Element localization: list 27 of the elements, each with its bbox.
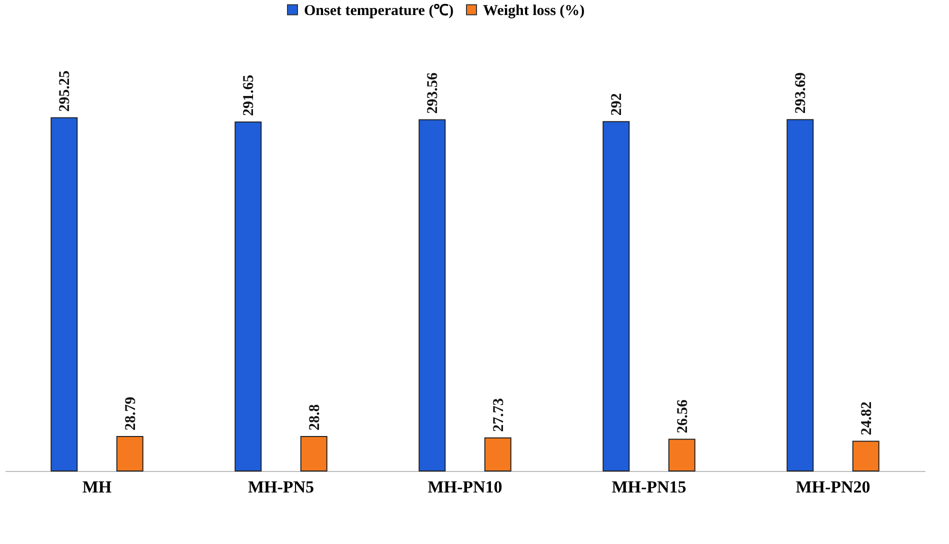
bar — [50, 117, 78, 472]
x-tick-label: MH — [82, 478, 112, 496]
legend-label: Weight loss (%) — [483, 2, 585, 19]
data-label: 28.8 — [306, 404, 323, 431]
data-label: 292 — [609, 93, 626, 116]
x-tick-label: MH-PN10 — [428, 478, 502, 496]
data-label: 293.69 — [793, 72, 810, 114]
bar — [484, 437, 512, 472]
bar — [234, 122, 262, 472]
data-label: 28.79 — [122, 396, 139, 431]
bar — [852, 440, 880, 472]
data-label: 27.73 — [490, 398, 507, 432]
x-tick-label: MH-PN20 — [796, 478, 870, 496]
bar — [418, 119, 446, 472]
data-label: 295.25 — [57, 70, 74, 112]
bar — [116, 436, 144, 472]
data-label: 24.82 — [858, 402, 875, 436]
bar — [602, 121, 630, 472]
bar — [668, 438, 696, 472]
bar — [300, 436, 328, 472]
x-tick-label: MH-PN5 — [248, 478, 314, 496]
x-tick-label: MH-PN15 — [612, 478, 686, 496]
data-label: 293.56 — [425, 72, 442, 114]
data-label: 291.65 — [241, 74, 258, 116]
bar — [786, 119, 814, 472]
legend-label: Onset temperature (℃) — [304, 2, 454, 19]
data-label: 26.56 — [674, 398, 691, 434]
